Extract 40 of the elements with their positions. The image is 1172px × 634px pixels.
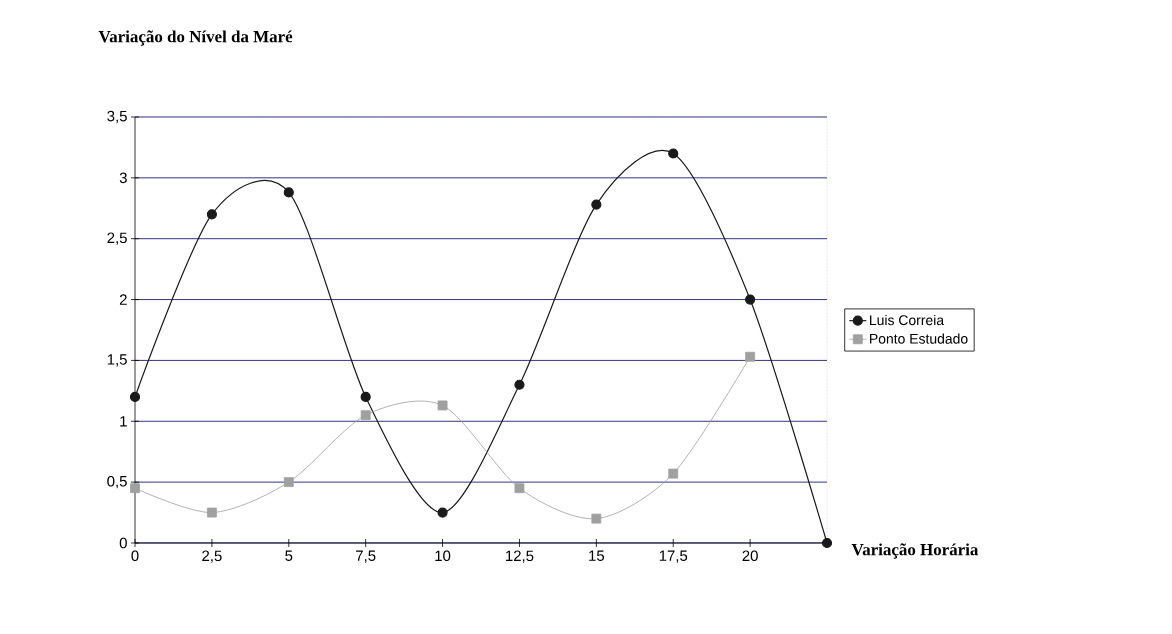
x-tick-label: 20: [742, 550, 758, 562]
legend-label: Ponto Estudado: [870, 333, 968, 344]
point: [591, 199, 602, 210]
point: [360, 410, 371, 421]
point: [668, 468, 679, 479]
y-tick-label: 2: [119, 294, 127, 305]
y-tick-label: 3,5: [107, 110, 127, 124]
x-tick-label: 17,5: [659, 550, 688, 563]
point: [514, 379, 525, 390]
point: [821, 537, 833, 549]
y-tick-label: 3: [119, 172, 127, 184]
point: [130, 483, 140, 494]
point: [283, 477, 294, 488]
y-tick-label: 0,5: [107, 475, 127, 489]
x-axis-title: Variação Horária: [851, 543, 979, 559]
x-tick-label: 12,5: [506, 550, 534, 563]
y-tick-label: 1,5: [107, 354, 127, 367]
legend-label: Luis Correia: [870, 314, 945, 326]
point: [745, 294, 756, 305]
point: [437, 400, 448, 411]
point: [206, 209, 217, 220]
point: [360, 391, 371, 403]
point: [437, 507, 448, 518]
y-tick-label: 2,5: [107, 232, 127, 245]
chart-title: Variação do Nível da Maré: [98, 30, 293, 46]
x-tick-label: 5: [285, 550, 293, 561]
point: [283, 187, 294, 198]
point: [745, 351, 756, 362]
y-tick-label: 0: [119, 537, 127, 549]
point: [591, 513, 602, 524]
point: [129, 391, 141, 403]
point: [207, 507, 217, 518]
x-tick-label: 7,5: [356, 550, 376, 563]
y-tick-label: 1: [120, 416, 127, 427]
point: [668, 148, 679, 159]
x-tick-label: 15: [589, 550, 605, 561]
x-tick-label: 2,5: [202, 550, 222, 563]
point: [514, 483, 525, 494]
x-tick-label: 0: [131, 550, 139, 562]
x-tick-label: 10: [435, 550, 451, 562]
